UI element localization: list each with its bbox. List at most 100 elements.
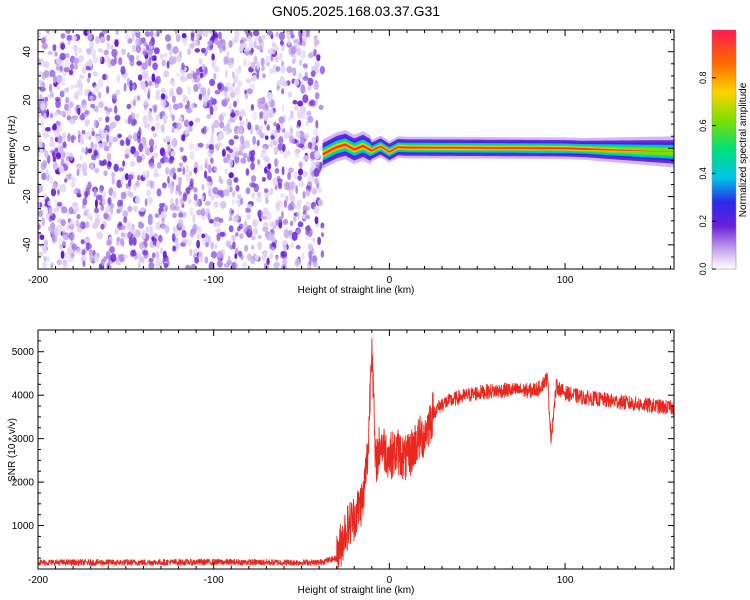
spectrogram-noise-cell [302, 63, 308, 69]
spectrogram-noise-cell [47, 225, 54, 232]
spectrogram-noise-cell [297, 109, 303, 118]
spectrogram-noise-cell [281, 258, 288, 266]
spectrogram-noise-cell [155, 75, 161, 84]
spectrogram-noise-cell [244, 46, 250, 52]
spectrogram-noise-cell [186, 100, 190, 109]
spectrogram-noise-cell [106, 152, 112, 160]
spectrogram-noise-cell [55, 230, 60, 238]
spectrogram-noise-cell [229, 91, 236, 99]
page-title: GN05.2025.168.03.37.G31 [272, 3, 440, 19]
spectrogram-noise-cell [154, 213, 160, 218]
spectrogram-noise-cell [108, 125, 113, 131]
spectrogram-noise-cell [95, 212, 101, 220]
snr-line [38, 337, 674, 569]
spectrogram-noise-cell [296, 210, 301, 219]
spectrogram-noise-cell [242, 42, 247, 48]
spectrogram-noise-cell [273, 129, 278, 138]
spectrogram-noise-cell [130, 249, 135, 257]
spectrogram-noise-cell [118, 167, 124, 172]
spectrogram-noise-cell [320, 232, 325, 238]
colorbar-label: Normalized spectral amplitude [738, 82, 749, 217]
spectrogram-noise-cell [120, 65, 126, 75]
spectrogram-noise-cell [124, 153, 129, 159]
spectrogram-noise-cell [179, 162, 183, 168]
spectrogram-noise-cell [69, 63, 75, 70]
spectrogram-noise-cell [295, 244, 301, 250]
spectrogram-noise-cell [231, 199, 236, 206]
spectrogram-noise-cell [69, 175, 74, 181]
spectrogram-noise-cell [216, 260, 223, 268]
spectrogram-noise-cell [289, 30, 293, 36]
spectrogram-noise-cell [165, 150, 169, 159]
spectrogram-noise-cell [103, 170, 108, 177]
spectrogram-noise-cell [174, 30, 179, 35]
spectrogram-x-label: Height of straight line (km) [298, 285, 415, 296]
spectrogram-noise-cell [159, 246, 164, 255]
spectrogram-noise-cell [175, 122, 182, 130]
spectrogram-noise-cell [155, 114, 160, 122]
spectrogram-noise-cell [80, 147, 87, 153]
spectrogram-noise-cell [263, 262, 269, 269]
spectrogram-noise-cell [270, 99, 275, 108]
spectrogram-noise-cell [207, 213, 211, 221]
spectrogram-noise-cell [275, 54, 279, 63]
spectrogram-noise-cell [68, 206, 74, 215]
spectrogram-noise-cell [136, 60, 143, 66]
spectrogram-noise-cell [210, 35, 216, 41]
spectrogram-noise-cell [149, 138, 155, 148]
spectrogram-noise-cell [214, 90, 221, 95]
spectrogram-noise-cell [65, 87, 70, 93]
spectrogram-noise-cell [225, 240, 232, 248]
spectrogram-noise-cell [283, 150, 288, 160]
spectrogram-noise-cell [269, 252, 274, 260]
spectrogram-noise-cell [169, 169, 175, 177]
spectrogram-noise-cell [86, 77, 91, 83]
spectrogram-noise-cell [200, 256, 204, 264]
spectrogram-noise-cell [286, 66, 293, 74]
spectrogram-noise-cell [131, 44, 138, 53]
spectrogram-noise-cell [61, 234, 68, 241]
spectrogram-noise-cell [297, 100, 304, 107]
spectrogram-noise-cell [137, 261, 142, 269]
spectrogram-noise-cell [204, 200, 211, 206]
spectrogram-noise-cell [196, 239, 201, 249]
spectrogram-noise-cell [153, 172, 160, 178]
spectrogram-noise-cell [56, 84, 60, 90]
spectrogram-noise-cell [142, 171, 146, 178]
spectrogram-noise-cell [294, 259, 300, 267]
spectrogram-noise-cell [135, 195, 140, 205]
spectrogram-noise-cell [317, 236, 321, 246]
spectrogram-noise-cell [71, 181, 75, 188]
spectrogram-noise-cell [214, 243, 218, 250]
spectrogram-noise-cell [104, 55, 111, 63]
spectrogram-noise-cell [120, 225, 126, 231]
spectrogram-noise-cell [213, 105, 218, 111]
spectrogram-noise-cell [228, 63, 234, 69]
spectrogram-noise-cell [49, 136, 54, 142]
spectrogram-noise-cell [256, 70, 260, 80]
spectrogram-noise-cell [41, 261, 48, 269]
spectrogram-noise-cell [56, 184, 62, 191]
spectrogram-noise-cell [297, 175, 302, 181]
spectrogram-noise-cell [70, 134, 75, 144]
spectrogram-noise-cell [313, 205, 320, 215]
spectrogram-noise-cell [162, 182, 167, 189]
spectrogram-noise-cell [276, 125, 281, 133]
spectrogram-noise-cell [139, 257, 144, 263]
spectrogram-signal-band [322, 130, 674, 169]
spectrogram-noise-cell [94, 221, 98, 228]
spectrogram-noise-cell [277, 182, 283, 190]
spectrogram-noise-cell [193, 167, 198, 174]
spectrogram-noise-cell [245, 187, 251, 195]
spectrogram-noise-cell [95, 36, 101, 44]
spectrogram-noise-cell [93, 119, 97, 128]
spectrogram-noise-cell [172, 212, 177, 218]
spectrogram-noise-cell [231, 234, 236, 241]
spectrogram-noise-cell [311, 136, 316, 143]
spectrogram-noise-cell [56, 238, 63, 243]
spectrogram-noise-cell [210, 96, 214, 103]
spectrogram-noise-cell [307, 52, 314, 59]
spectrogram-noise-cell [190, 32, 195, 42]
spectrogram-noise-cell [250, 104, 255, 111]
